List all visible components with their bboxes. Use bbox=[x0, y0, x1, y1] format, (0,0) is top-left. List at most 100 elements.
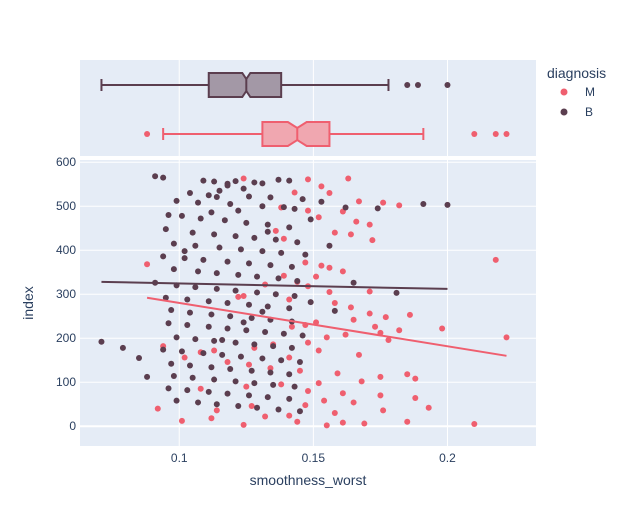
point-m bbox=[425, 404, 432, 411]
trendline-b bbox=[101, 280, 448, 290]
point-b bbox=[160, 253, 167, 260]
point-m bbox=[404, 418, 411, 425]
point-m bbox=[355, 351, 362, 358]
point-b bbox=[170, 266, 177, 273]
point-m bbox=[280, 272, 287, 279]
point-m bbox=[302, 402, 309, 409]
box-outlier-m bbox=[503, 131, 510, 137]
point-b bbox=[195, 199, 202, 206]
point-b bbox=[259, 355, 266, 362]
x-tick-label: 0.15 bbox=[302, 451, 326, 465]
point-m bbox=[321, 397, 328, 404]
point-m bbox=[318, 262, 325, 269]
box-outlier-m bbox=[492, 131, 499, 137]
point-m bbox=[291, 189, 298, 196]
point-m bbox=[353, 218, 360, 225]
point-b bbox=[393, 289, 400, 296]
point-b bbox=[350, 279, 357, 286]
point-b bbox=[227, 313, 234, 320]
box-outlier-m bbox=[471, 131, 478, 137]
point-m bbox=[313, 273, 320, 280]
point-b bbox=[278, 357, 285, 364]
point-b bbox=[205, 388, 212, 395]
point-m bbox=[471, 421, 478, 427]
legend-marker-m bbox=[560, 88, 568, 96]
point-m bbox=[262, 413, 269, 420]
x-tick-label: 0.1 bbox=[171, 451, 188, 465]
point-b bbox=[259, 203, 266, 210]
point-m bbox=[305, 388, 311, 394]
point-b bbox=[186, 309, 193, 316]
point-b bbox=[181, 248, 188, 255]
point-m bbox=[345, 175, 352, 182]
point-b bbox=[168, 360, 175, 367]
point-m bbox=[350, 399, 357, 406]
box-body-b bbox=[207, 72, 283, 98]
point-b bbox=[224, 182, 231, 189]
point-b bbox=[275, 176, 282, 183]
point-b bbox=[254, 289, 261, 296]
point-b bbox=[165, 320, 172, 327]
point-m bbox=[323, 422, 330, 429]
point-b bbox=[254, 273, 261, 280]
point-b bbox=[200, 256, 207, 263]
point-b bbox=[200, 177, 207, 184]
legend-marker-b bbox=[560, 108, 568, 116]
point-b bbox=[227, 201, 234, 207]
point-m bbox=[380, 407, 387, 414]
point-b bbox=[262, 329, 269, 336]
point-m bbox=[358, 378, 365, 385]
point-b bbox=[165, 212, 172, 218]
point-m bbox=[412, 395, 419, 402]
legend-label-m[interactable]: M bbox=[585, 85, 595, 99]
point-b bbox=[286, 224, 293, 231]
point-b bbox=[192, 242, 199, 249]
point-b bbox=[240, 319, 247, 326]
point-b bbox=[296, 408, 303, 415]
point-b bbox=[144, 373, 151, 380]
point-b bbox=[420, 201, 427, 207]
point-b bbox=[216, 244, 223, 251]
point-b bbox=[168, 307, 175, 314]
point-m bbox=[211, 347, 218, 354]
point-m bbox=[315, 214, 322, 221]
point-b bbox=[267, 262, 274, 269]
point-b bbox=[326, 242, 333, 249]
scatter-points bbox=[98, 173, 510, 429]
point-m bbox=[213, 407, 220, 414]
point-m bbox=[240, 421, 247, 428]
point-b bbox=[232, 339, 239, 346]
point-m bbox=[377, 373, 384, 380]
point-m bbox=[396, 327, 403, 334]
point-b bbox=[219, 351, 226, 358]
point-b bbox=[232, 178, 239, 185]
point-b bbox=[254, 404, 261, 411]
point-m bbox=[318, 183, 325, 190]
point-b bbox=[224, 325, 231, 332]
point-m bbox=[294, 418, 301, 425]
point-b bbox=[245, 260, 252, 267]
point-b bbox=[173, 197, 180, 204]
point-m bbox=[248, 402, 255, 409]
point-m bbox=[342, 331, 349, 338]
point-b bbox=[288, 263, 295, 270]
point-m bbox=[347, 231, 354, 238]
box-outlier-m bbox=[144, 131, 151, 137]
point-b bbox=[286, 371, 293, 378]
point-b bbox=[184, 322, 191, 328]
point-m bbox=[326, 190, 333, 196]
point-b bbox=[186, 190, 193, 196]
point-b bbox=[235, 207, 242, 214]
legend-label-b[interactable]: B bbox=[585, 105, 593, 119]
point-b bbox=[184, 387, 191, 394]
point-b bbox=[270, 381, 277, 388]
point-b bbox=[211, 337, 218, 344]
point-b bbox=[235, 402, 242, 409]
x-axis-title: smoothness_worst bbox=[250, 472, 367, 488]
trendline-m bbox=[146, 296, 507, 357]
point-b bbox=[264, 303, 271, 310]
point-b bbox=[211, 231, 218, 238]
point-m bbox=[181, 354, 188, 361]
point-b bbox=[136, 355, 143, 361]
point-m bbox=[326, 264, 333, 271]
